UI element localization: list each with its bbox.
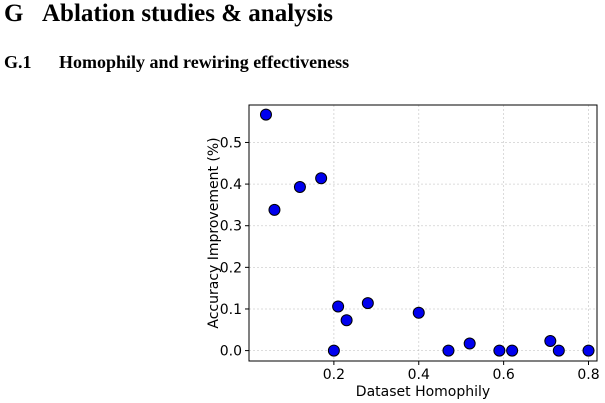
data-point [332, 300, 345, 313]
data-point [412, 306, 425, 319]
data-point [442, 344, 455, 357]
data-point [340, 314, 353, 327]
data-point [506, 344, 519, 357]
x-axis-title: Dataset Homophily [356, 384, 490, 400]
plot-frame [248, 104, 598, 362]
subsection-title: Homophily and rewiring effectiveness [59, 52, 350, 72]
y-tick-label: 0.0 [220, 344, 242, 360]
y-tick-label: 0.5 [220, 135, 242, 151]
grid [249, 105, 597, 361]
data-point [315, 172, 328, 185]
y-tick-label: 0.3 [220, 219, 242, 235]
section-number: G [4, 0, 24, 27]
x-tick-label: 0.4 [408, 367, 430, 383]
subsection-heading: G.1 Homophily and rewiring effectiveness [4, 52, 349, 73]
data-points [259, 108, 595, 357]
data-point [544, 335, 557, 348]
section-title: Ablation studies & analysis [42, 0, 334, 27]
subsection-number: G.1 [4, 52, 32, 72]
data-point [268, 203, 281, 216]
data-point [582, 344, 595, 357]
section-heading: G Ablation studies & analysis [4, 0, 333, 28]
x-tick-label: 0.8 [577, 367, 599, 383]
data-point [493, 344, 506, 357]
y-tick-label: 0.4 [220, 177, 242, 193]
axis-ticks: 0.2 0.4 0.6 0.8 0.0 0.1 0.2 0.3 0.4 0.5 [220, 135, 600, 383]
data-point [327, 344, 340, 357]
data-point [293, 181, 306, 194]
y-tick-label: 0.1 [220, 302, 242, 318]
y-axis-title: Accuracy Improvement (%) [206, 137, 222, 328]
y-tick-label: 0.2 [220, 260, 242, 276]
data-point [259, 108, 272, 121]
data-point [361, 297, 374, 310]
data-point [552, 344, 565, 357]
x-tick-label: 0.6 [493, 367, 515, 383]
x-tick-label: 0.2 [323, 367, 345, 383]
data-point [463, 337, 476, 350]
